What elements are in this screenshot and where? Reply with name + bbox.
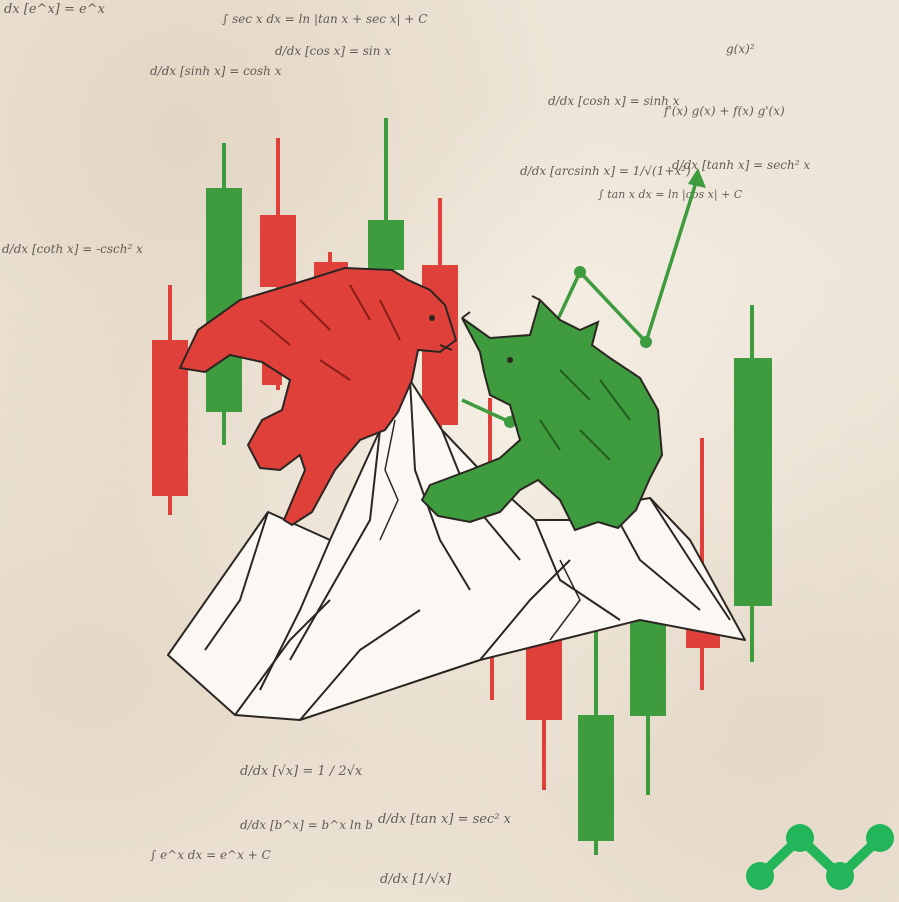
formula-text: d/dx [b^x] = b^x ln b: [240, 818, 373, 832]
formula-text: dx [e^x] = e^x: [4, 2, 105, 17]
formula-text: g(x)²: [726, 42, 755, 56]
green-candle: [578, 715, 614, 841]
red-bear: [178, 266, 458, 527]
red-candle: [260, 215, 296, 287]
formula-text: d/dx [tanh x] = sech² x: [672, 158, 811, 172]
green-candle: [630, 620, 666, 716]
formula-text: d/dx [√x] = 1 / 2√x: [240, 764, 363, 779]
green-bull: [420, 295, 664, 532]
formula-text: ∫ e^x dx = e^x + C: [150, 848, 271, 862]
formula-text: d/dx [coth x] = -csch² x: [2, 242, 143, 256]
formula-text: d/dx [arcsinh x] = 1/√(1+x²): [520, 164, 691, 178]
green-candle: [368, 220, 404, 270]
formula-text: ∫ sec x dx = ln |tan x + sec x| + C: [222, 12, 428, 26]
formula-text: d/dx [cosh x] = sinh x: [548, 94, 680, 108]
formula-text: d/dx [sinh x] = cosh x: [150, 64, 282, 78]
formula-text: d/dx [1/√x]: [380, 872, 451, 887]
formula-text: d/dx [cos x] = sin x: [275, 44, 392, 58]
formula-text: ∫ tan x dx = ln |cos x| + C: [598, 188, 743, 201]
green-candle: [206, 188, 242, 412]
green-candle: [734, 358, 772, 606]
formula-text: d/dx [tan x] = sec² x: [378, 812, 511, 827]
trend-line-arrow: [461, 168, 706, 428]
formula-text: f'(x) g(x) + f(x) g'(x): [664, 104, 785, 118]
